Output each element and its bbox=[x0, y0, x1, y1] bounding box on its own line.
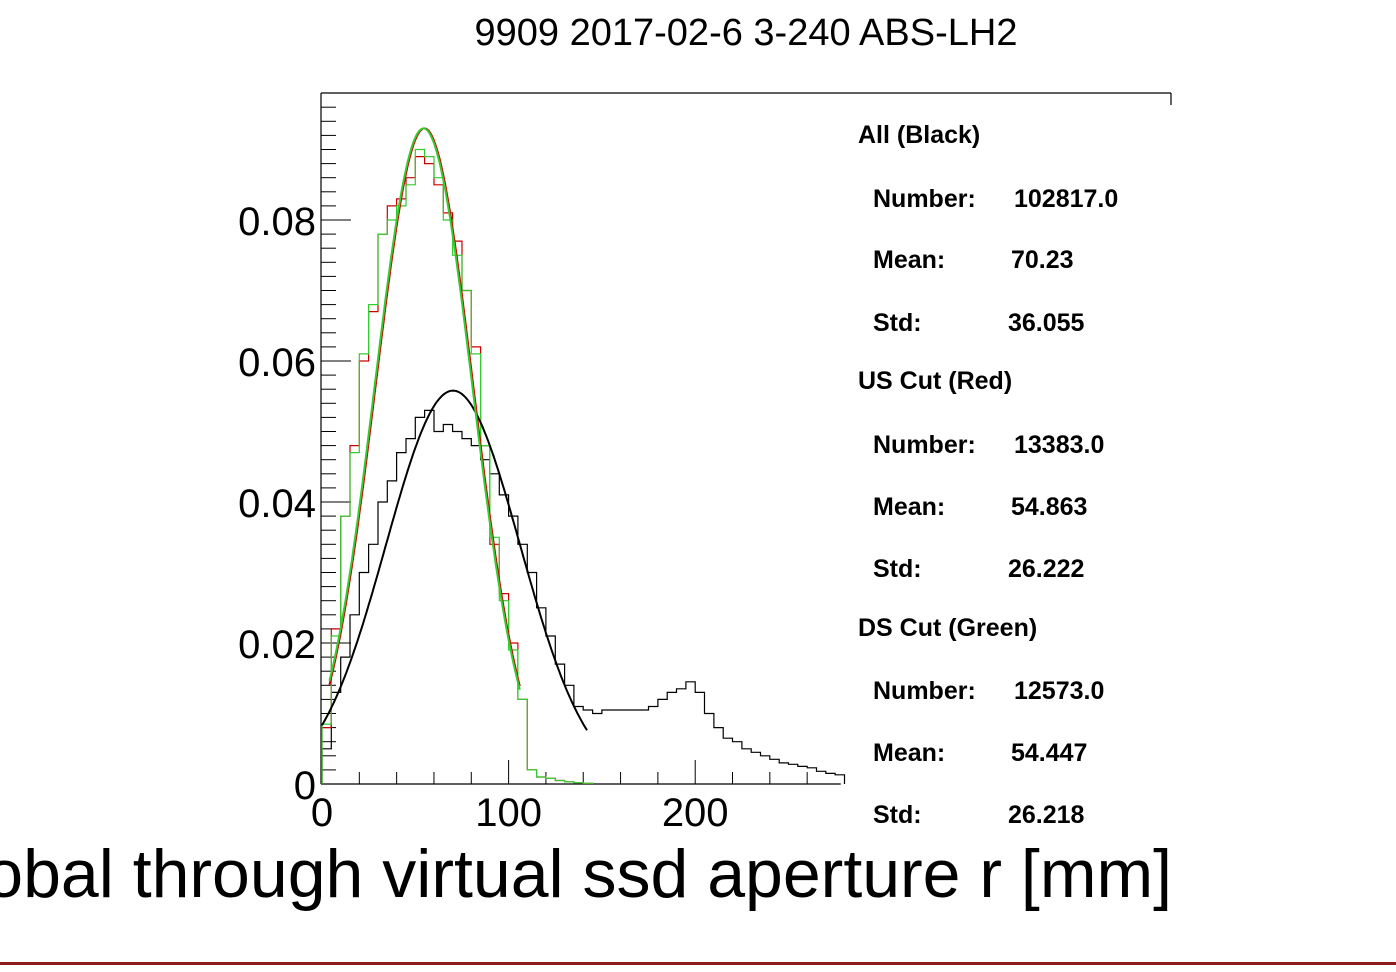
histogram-series-2 bbox=[321, 148, 594, 784]
plot-frame bbox=[320, 92, 1172, 785]
chart-title: 9909 2017-02-6 3-240 ABS-LH2 bbox=[475, 12, 1018, 54]
stats-all-number-label: Number: bbox=[873, 185, 976, 213]
x-tick-label: 100 bbox=[475, 791, 542, 835]
x-axis: 0 100 200 bbox=[311, 760, 808, 835]
histogram-series bbox=[321, 148, 846, 784]
stats-all-header: All (Black) bbox=[858, 121, 981, 149]
stats-ds-number-label: Number: bbox=[873, 677, 976, 705]
x-axis-label: Global through virtual ssd aperture r [m… bbox=[0, 836, 1172, 912]
stats-ds-mean: 54.447 bbox=[1011, 739, 1088, 767]
stats-all-mean-label: Mean: bbox=[873, 246, 946, 274]
y-tick-label: 0.06 bbox=[238, 341, 316, 385]
stats-all-mean: 70.23 bbox=[1011, 246, 1074, 274]
bottom-border-line bbox=[0, 962, 1396, 965]
gaussian-fit-2 bbox=[328, 127, 521, 690]
stats-us-mean-label: Mean: bbox=[873, 493, 946, 521]
y-axis: 0 0.02 0.04 0.06 0.08 bbox=[238, 106, 351, 808]
gaussian-fits bbox=[321, 127, 588, 731]
x-tick-label: 200 bbox=[662, 791, 729, 835]
stats-us-number-label: Number: bbox=[873, 431, 976, 459]
stats-ds-std: 26.218 bbox=[1008, 801, 1085, 829]
y-tick-label: 0.02 bbox=[238, 623, 316, 667]
stats-us-std-label: Std: bbox=[873, 555, 922, 583]
stats-us-header: US Cut (Red) bbox=[858, 367, 1013, 395]
stats-ds-header: DS Cut (Green) bbox=[858, 614, 1038, 642]
stats-ds-number: 12573.0 bbox=[1014, 677, 1105, 705]
stats-all-std-label: Std: bbox=[873, 309, 922, 337]
stats-us-number: 13383.0 bbox=[1014, 431, 1105, 459]
stats-all-std: 36.055 bbox=[1008, 309, 1085, 337]
gaussian-fit-1 bbox=[328, 127, 521, 687]
stats-all-number: 102817.0 bbox=[1014, 185, 1119, 213]
histogram-series-0 bbox=[321, 409, 846, 784]
x-tick-label: 0 bbox=[311, 791, 333, 835]
histogram-series-1 bbox=[321, 156, 594, 784]
stats-ds-mean-label: Mean: bbox=[873, 739, 946, 767]
stats-us-std: 26.222 bbox=[1008, 555, 1085, 583]
stats-ds-std-label: Std: bbox=[873, 801, 922, 829]
stats-us-mean: 54.863 bbox=[1011, 493, 1088, 521]
y-tick-label: 0.04 bbox=[238, 482, 316, 526]
y-tick-label: 0.08 bbox=[238, 200, 316, 244]
gaussian-fit-0 bbox=[321, 389, 588, 731]
y-tick-label: 0 bbox=[294, 764, 316, 808]
